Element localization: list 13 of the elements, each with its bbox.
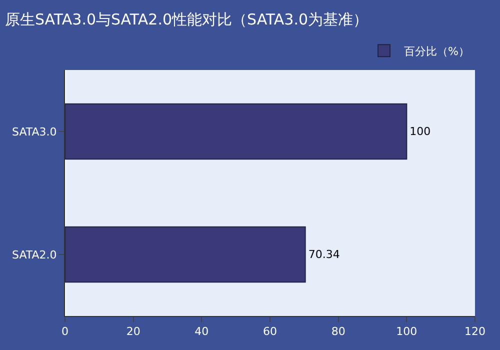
chart-title: 原生SATA3.0与SATA2.0性能对比（SATA3.0为基准） (5, 10, 368, 28)
legend-label: 百分比（%） (404, 44, 470, 58)
x-tick-label: 0 (62, 325, 68, 338)
x-tick-label: 60 (263, 325, 277, 338)
x-tick-label: 40 (194, 325, 209, 338)
x-tick-label: 20 (126, 325, 140, 338)
text: 100 (410, 125, 431, 138)
x-tick-label: 80 (331, 325, 346, 338)
y-tick-label: SATA2.0 (12, 248, 57, 262)
text: 70.34 (308, 248, 340, 261)
x-tick-label: 120 (464, 325, 486, 338)
y-tick-label: SATA3.0 (12, 125, 57, 138)
x-tick-label: 100 (396, 325, 418, 338)
